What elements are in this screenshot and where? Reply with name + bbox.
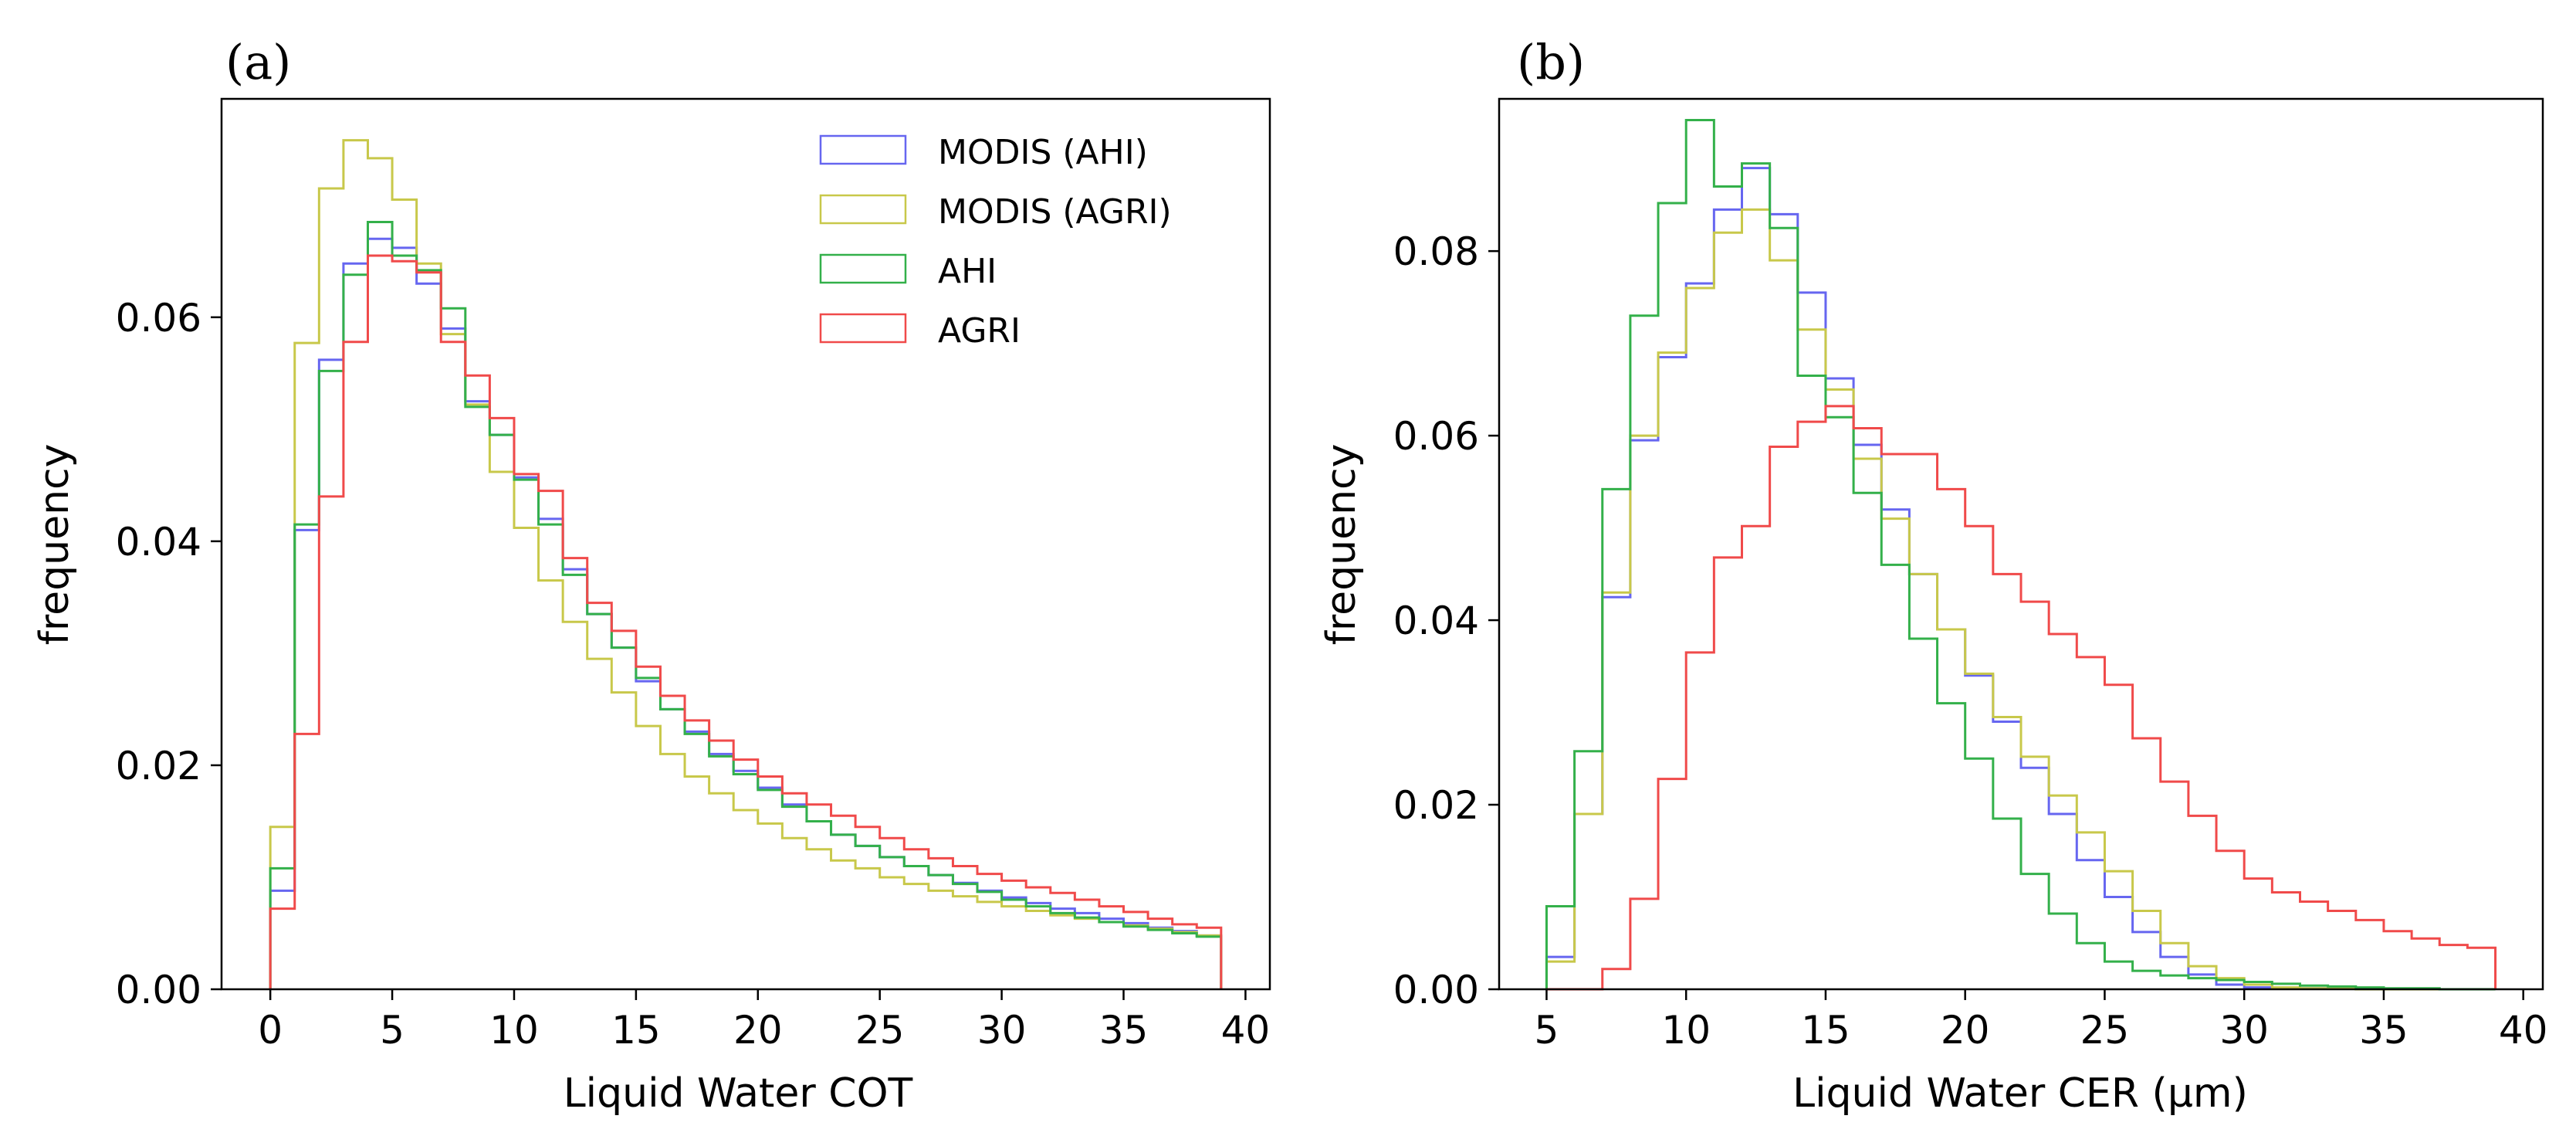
panel-b-x-tick-label: 35 <box>2359 1008 2408 1053</box>
panel-a-y-tick-label: 0.04 <box>116 520 201 565</box>
panel-a-x-tick-label: 35 <box>1099 1008 1149 1053</box>
legend-entry-agri: AGRI <box>819 311 1021 351</box>
panel-a-label: (a) <box>225 34 291 90</box>
panel-b-x-tick-label: 40 <box>2499 1008 2548 1053</box>
panel-a-x-tick-label: 40 <box>1221 1008 1271 1053</box>
panel-b-series-modis-agri <box>1545 208 2496 991</box>
panel-b-x-tick-label: 15 <box>1801 1008 1850 1053</box>
panel-a-series-ahi <box>269 221 1223 989</box>
panel-b-series-agri <box>1546 405 2497 991</box>
panel-a-x-tick-label: 25 <box>855 1008 905 1053</box>
panel-a: (a) 0 5 10 15 20 25 30 35 40 0.00 0.02 0.04 0.06 Li… <box>32 34 1271 1117</box>
panel-a-series-agri <box>269 254 1223 989</box>
panel-a-y-tick-label: 0.06 <box>116 296 201 341</box>
legend-entry-ahi: AHI <box>819 252 997 291</box>
panel-b-x-tick-label: 30 <box>2219 1008 2269 1053</box>
panel-a-plot-area <box>269 139 1223 989</box>
panel-b-x-ticks: 5 10 15 20 25 30 35 40 <box>1535 989 2548 1053</box>
panel-b-label: (b) <box>1517 34 1585 90</box>
panel-a-x-tick-label: 30 <box>977 1008 1027 1053</box>
panel-b-y-tick-label: 0.04 <box>1393 599 1479 643</box>
panel-a-series-modis-agri <box>269 139 1223 989</box>
panel-a-x-tick-label: 20 <box>733 1008 783 1053</box>
panel-a-y-axis-title: frequency <box>32 444 78 646</box>
legend-label-modis-agri: MODIS (AGRI) <box>938 192 1172 232</box>
panel-a-x-tick-label: 0 <box>258 1008 283 1053</box>
panel-a-y-tick-label: 0.02 <box>116 744 201 788</box>
legend-swatch-modis-ahi <box>819 134 907 165</box>
panel-a-y-ticks: 0.00 0.02 0.04 0.06 <box>116 296 222 1012</box>
panel-b-y-axis-title: frequency <box>1318 444 1365 646</box>
panel-b-x-tick-label: 10 <box>1661 1008 1711 1053</box>
legend-swatch-ahi <box>819 253 907 284</box>
panel-b-x-tick-label: 20 <box>1941 1008 1990 1053</box>
legend-label-agri: AGRI <box>938 311 1021 351</box>
panel-a-x-tick-label: 10 <box>489 1008 539 1053</box>
panel-b-y-tick-label: 0.06 <box>1393 414 1479 459</box>
panel-b-plot-area <box>1545 118 2497 991</box>
legend-label-modis-ahi: MODIS (AHI) <box>938 133 1148 172</box>
panel-b-x-axis-title: Liquid Water CER (μm) <box>1792 1070 2248 1117</box>
panel-a-axes-frame <box>220 97 1271 991</box>
panel-a-series-modis-ahi <box>269 237 1223 989</box>
panel-b-y-ticks: 0.00 0.02 0.04 0.06 0.08 <box>1393 229 1499 1012</box>
legend-label-ahi: AHI <box>938 252 997 291</box>
panel-b-y-tick-label: 0.02 <box>1393 783 1479 828</box>
panel-b-y-tick-label: 0.08 <box>1393 229 1479 274</box>
panel-b-x-tick-label: 5 <box>1535 1008 1559 1053</box>
panel-b-x-tick-label: 25 <box>2080 1008 2130 1053</box>
panel-a-x-axis-title: Liquid Water COT <box>564 1070 913 1117</box>
panel-a-x-tick-label: 15 <box>611 1008 661 1053</box>
panel-a-y-tick-label: 0.00 <box>116 968 201 1012</box>
panel-a-legend: MODIS (AHI) MODIS (AGRI) AHI AGRI <box>819 133 1172 351</box>
legend-swatch-agri <box>819 313 907 344</box>
panel-b-axes-frame <box>1498 97 2544 991</box>
legend-entry-modis-ahi: MODIS (AHI) <box>819 133 1148 172</box>
panel-a-x-tick-label: 5 <box>380 1008 405 1053</box>
legend-swatch-modis-agri <box>819 194 907 225</box>
panel-b-series-ahi <box>1545 118 2496 991</box>
panel-a-x-ticks: 0 5 10 15 20 25 30 35 40 <box>258 989 1270 1053</box>
panel-b: (b) 5 10 15 20 25 30 35 40 0.00 0.02 0.04 0.06 0.08… <box>1318 34 2548 1117</box>
panel-b-y-tick-label: 0.00 <box>1393 968 1479 1012</box>
legend-entry-modis-agri: MODIS (AGRI) <box>819 192 1172 232</box>
